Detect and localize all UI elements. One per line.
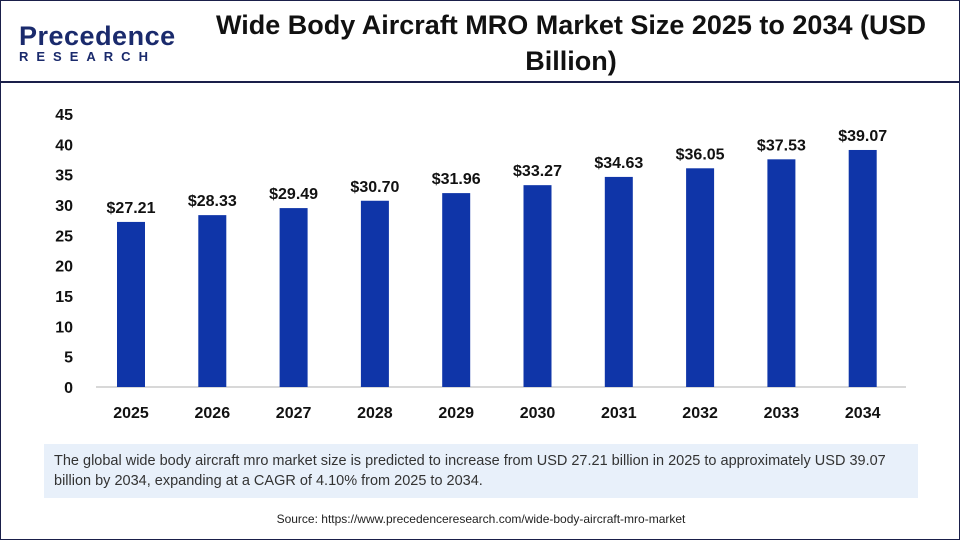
source-text: Source: https://www.precedenceresearch.c… <box>276 512 686 526</box>
x-tick-label: 2030 <box>520 405 556 422</box>
data-label: $37.53 <box>757 137 806 154</box>
bar-2029 <box>442 193 471 387</box>
data-label: $34.63 <box>594 155 643 172</box>
data-label: $28.33 <box>188 193 237 210</box>
y-tick-label: 40 <box>55 137 73 154</box>
bar-2027 <box>279 208 308 387</box>
logo-wordmark: Precedence <box>19 21 176 51</box>
data-label: $30.70 <box>350 179 399 196</box>
bar-2032 <box>686 168 715 387</box>
x-tick-label: 2029 <box>438 405 474 422</box>
bar-2025 <box>117 221 145 387</box>
y-tick-label: 5 <box>64 350 73 367</box>
y-tick-label: 35 <box>55 168 73 185</box>
x-tick-label: 2032 <box>682 405 718 422</box>
y-tick-label: 45 <box>55 107 73 124</box>
data-label: $29.49 <box>269 186 318 203</box>
x-tick-label: 2025 <box>113 405 149 422</box>
bar-2033 <box>767 159 796 387</box>
y-tick-label: 15 <box>55 289 73 306</box>
summary-note: The global wide body aircraft mro market… <box>44 444 918 498</box>
logo: Precedence RESEARCH <box>19 21 176 64</box>
x-tick-label: 2028 <box>357 405 393 422</box>
data-label: $31.96 <box>432 171 481 188</box>
chart-title: Wide Body Aircraft MRO Market Size 2025 … <box>216 10 926 76</box>
data-label: $27.21 <box>107 200 156 217</box>
x-tick-label: 2033 <box>764 405 800 422</box>
x-tick-label: 2027 <box>276 405 312 422</box>
y-tick-label: 25 <box>55 228 73 245</box>
x-tick-label: 2034 <box>845 405 881 422</box>
data-label: $36.05 <box>676 146 725 163</box>
x-tick-label: 2026 <box>195 405 231 422</box>
x-tick-label: 2031 <box>601 405 637 422</box>
bar-2034 <box>848 149 877 387</box>
bar-2028 <box>360 200 389 387</box>
header-divider <box>1 81 959 83</box>
bar-2026 <box>198 215 227 387</box>
y-tick-label: 10 <box>55 319 73 336</box>
logo-subtitle: RESEARCH <box>19 49 156 64</box>
y-tick-label: 20 <box>55 259 73 276</box>
data-label: $33.27 <box>513 163 562 180</box>
y-tick-label: 30 <box>55 198 73 215</box>
data-label: $39.07 <box>838 128 887 145</box>
y-tick-label: 0 <box>64 380 73 397</box>
bar-2030 <box>523 185 552 387</box>
bar-2031 <box>604 176 633 387</box>
